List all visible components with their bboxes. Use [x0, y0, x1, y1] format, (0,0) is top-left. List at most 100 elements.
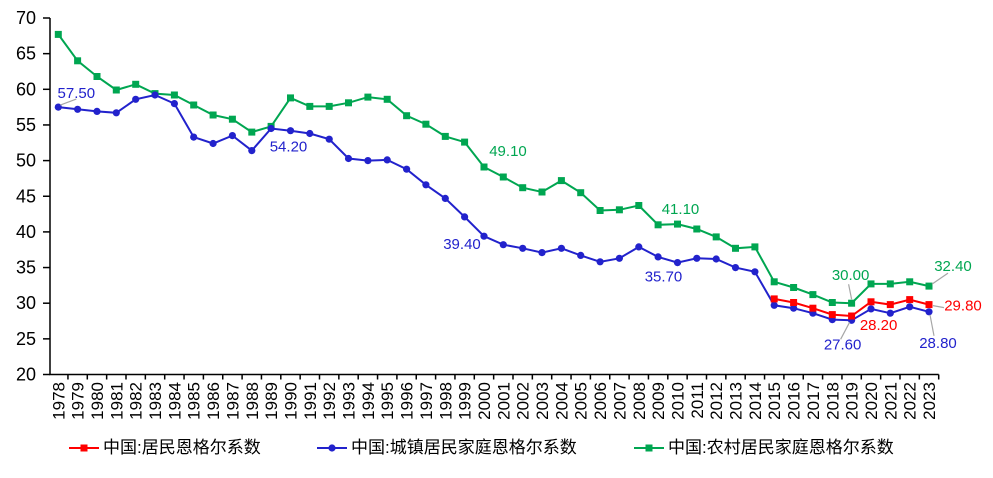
y-axis-labels: 20 25 30 35 40 45 50 55 60 65 70	[16, 8, 36, 385]
label-leader-line	[931, 272, 949, 285]
x-tick-label: 2014	[746, 382, 765, 420]
data-point	[93, 107, 101, 115]
data-point	[267, 124, 275, 133]
data-point	[480, 232, 488, 240]
data-point	[886, 280, 894, 288]
x-tick-label: 1984	[165, 382, 184, 420]
x-tick-label: 2010	[669, 382, 688, 420]
x-tick-label: 2021	[881, 382, 900, 420]
x-tick-label: 1996	[398, 382, 417, 420]
data-point	[209, 139, 217, 148]
x-tick-label: 1981	[107, 382, 126, 420]
x-tick-label: 2005	[572, 382, 591, 420]
data-label: 41.10	[662, 201, 700, 218]
data-point	[480, 163, 488, 171]
data-point	[790, 284, 798, 291]
data-point	[615, 254, 624, 262]
x-tick-label: 2007	[610, 382, 629, 420]
data-point	[809, 304, 817, 312]
data-point	[751, 268, 759, 276]
x-axis-labels: 1978 1979 1980 1981 1982 1983 1984 1985 1986 1987…	[49, 382, 939, 420]
data-point	[132, 95, 140, 103]
data-point	[345, 99, 352, 107]
data-point	[925, 301, 933, 309]
x-tick-label: 2023	[920, 382, 939, 420]
x-tick-label: 2016	[785, 382, 804, 420]
data-label: 28.80	[919, 335, 957, 352]
x-tick-label: 1985	[185, 382, 204, 420]
data-point	[654, 253, 662, 261]
x-tick-label: 2017	[804, 382, 823, 420]
data-point	[286, 127, 295, 135]
x-tick-label: 1988	[243, 382, 262, 420]
x-tick-label: 1993	[340, 382, 359, 420]
data-point	[635, 243, 643, 251]
data-point	[770, 295, 778, 303]
data-point	[886, 309, 894, 317]
data-point	[848, 312, 856, 320]
x-tick-label: 2011	[688, 382, 707, 419]
data-point	[596, 207, 604, 214]
legend-label-urban: 中国:城镇居民家庭恩格尔系数	[351, 438, 577, 457]
data-point	[809, 291, 817, 299]
legend-marker-blue-circle-icon	[317, 444, 347, 452]
label-leader-line	[840, 322, 851, 340]
x-tick-label: 1995	[378, 382, 397, 420]
y-tick-label: 55	[16, 115, 36, 135]
chart-legend: 中国:居民恩格尔系数 中国:城镇居民家庭恩格尔系数 中国:农村居民家庭恩格尔系数	[0, 436, 993, 462]
data-point	[74, 57, 82, 65]
data-point	[325, 135, 333, 143]
axes	[43, 17, 940, 380]
data-point	[403, 165, 411, 173]
x-tick-label: 1989	[262, 382, 281, 420]
x-tick-label: 2015	[765, 382, 784, 420]
data-label: 30.00	[832, 267, 870, 284]
data-point	[790, 299, 798, 306]
data-label: 35.70	[645, 269, 683, 286]
legend-item-urban: 中国:城镇居民家庭恩格尔系数	[317, 436, 577, 460]
x-tick-label: 2009	[649, 382, 668, 420]
x-tick-label: 1990	[282, 382, 301, 420]
legend-item-resident: 中国:居民恩格尔系数	[69, 436, 261, 460]
series-0	[770, 295, 933, 320]
series-line	[58, 93, 930, 322]
x-tick-label: 2012	[707, 382, 726, 420]
data-point	[712, 233, 720, 241]
data-point	[190, 101, 198, 109]
data-point	[151, 91, 159, 99]
data-point	[383, 95, 391, 103]
x-tick-label: 2006	[591, 382, 610, 420]
data-point	[441, 132, 449, 140]
series-2	[54, 30, 933, 307]
x-tick-label: 1982	[127, 382, 146, 420]
data-point	[596, 258, 604, 266]
data-point	[54, 30, 62, 38]
data-point	[306, 129, 314, 138]
data-point	[325, 102, 333, 110]
y-tick-label: 65	[16, 44, 36, 64]
data-point	[673, 259, 682, 267]
data-point	[112, 86, 120, 94]
y-tick-label: 60	[16, 79, 36, 99]
data-label: 49.10	[489, 143, 527, 160]
data-point	[693, 225, 701, 233]
data-label: 57.50	[58, 85, 96, 102]
data-point	[557, 177, 565, 185]
x-tick-label: 1994	[359, 382, 378, 420]
data-labels: 57.50 54.20 39.40 35.70 27.60 28.80 49.10 41.10…	[58, 85, 982, 353]
data-point	[538, 188, 546, 196]
x-tick-label: 2004	[552, 382, 571, 420]
data-point	[499, 241, 507, 249]
x-tick-label: 1999	[456, 382, 475, 420]
data-point	[848, 299, 856, 307]
x-tick-label: 1980	[88, 382, 107, 420]
data-point	[306, 102, 314, 110]
data-point	[228, 132, 236, 140]
data-point	[112, 109, 120, 117]
x-tick-label: 2002	[514, 382, 533, 420]
data-point	[170, 100, 178, 108]
data-point	[693, 254, 701, 262]
legend-label-rural: 中国:农村居民家庭恩格尔系数	[668, 438, 894, 457]
